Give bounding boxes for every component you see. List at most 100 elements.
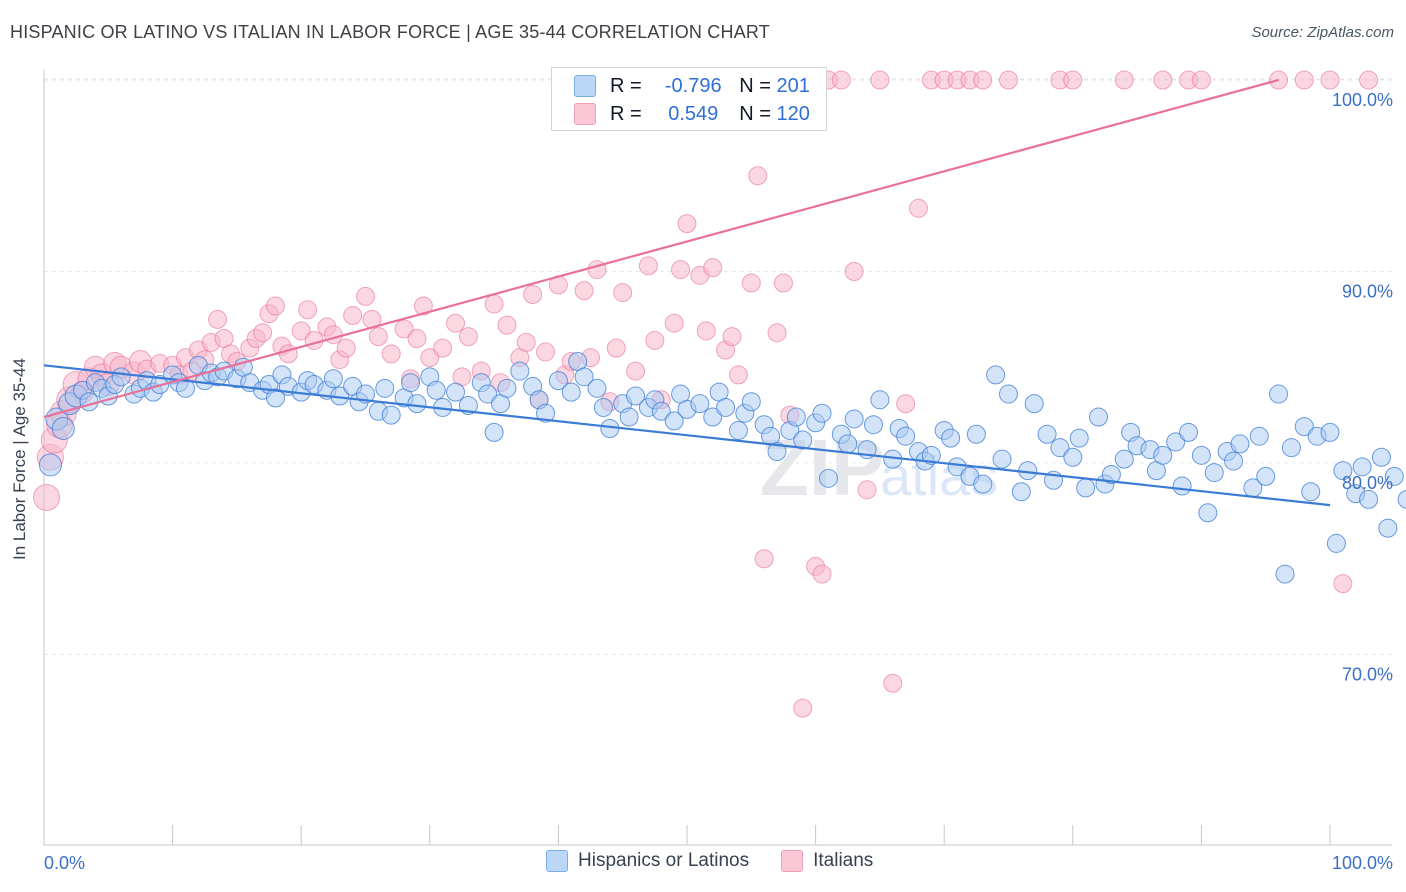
italians-trend-line — [43, 78, 1279, 419]
hispanics-point — [561, 382, 581, 402]
italians-point — [420, 348, 440, 368]
hispanics-point — [265, 388, 285, 408]
italians-point — [33, 483, 61, 511]
hispanics-point — [111, 367, 131, 387]
hispanics-points — [38, 352, 1406, 584]
y-axis-title: In Labor Force | Age 35-44 — [10, 358, 29, 560]
italians-point — [664, 313, 684, 333]
hispanics-point — [1384, 466, 1404, 486]
hispanics-point — [1050, 438, 1070, 458]
hispanics-point — [690, 394, 710, 414]
italians-point — [626, 361, 646, 381]
hispanics-point — [863, 415, 883, 435]
italians-point — [703, 258, 723, 278]
italians-point — [574, 281, 594, 301]
italians-point — [298, 300, 318, 320]
n-value-blue: 201 — [776, 74, 810, 97]
hispanics-point — [79, 392, 99, 412]
italians-point — [394, 319, 414, 339]
hispanics-point — [812, 403, 832, 423]
hispanics-point — [1069, 428, 1089, 448]
italians-point — [1114, 70, 1134, 90]
source-note: Source: ZipAtlas.com — [1251, 24, 1394, 41]
italians-point — [516, 332, 536, 352]
italians-point — [870, 70, 890, 90]
hispanics-point — [1301, 482, 1321, 502]
hispanics-point — [401, 373, 421, 393]
hispanics-point — [484, 422, 504, 442]
hispanics-point — [626, 386, 646, 406]
n-label: N = — [739, 102, 771, 125]
italians-point — [446, 313, 466, 333]
italians-point — [458, 327, 478, 347]
hispanics-point — [478, 384, 498, 404]
hispanics-point — [1333, 461, 1353, 481]
italians-point — [741, 273, 761, 293]
pink-swatch — [574, 103, 596, 125]
axes — [43, 70, 1392, 846]
italians-point — [497, 315, 517, 335]
trend-lines — [43, 78, 1331, 507]
hispanics-point — [947, 457, 967, 477]
r-label: R = — [610, 102, 642, 125]
stats-box: R = -0.796 N = 201 R = 0.549 N = 120 — [551, 67, 827, 131]
hispanics-point — [51, 417, 75, 441]
stats-row-blue: R = -0.796 N = 201 — [574, 72, 810, 100]
italians-point — [291, 321, 311, 341]
italians-point — [381, 344, 401, 364]
stats-row-pink: R = 0.549 N = 120 — [574, 100, 810, 128]
legend-swatch-pink — [781, 850, 804, 872]
hispanics-point — [999, 384, 1018, 404]
hispanics-trend-line — [43, 364, 1331, 507]
legend-item-hispanics[interactable]: Hispanics or Latinos — [546, 850, 749, 872]
hispanics-point — [703, 407, 723, 427]
italians-point — [613, 283, 633, 303]
hispanics-point — [1191, 445, 1211, 465]
hispanics-point — [1352, 457, 1372, 477]
italians-point — [896, 394, 916, 414]
italians-point — [536, 342, 556, 362]
hispanics-point — [1024, 394, 1044, 414]
italians-point — [208, 309, 228, 329]
hispanics-point — [793, 430, 813, 450]
hispanics-point — [375, 378, 395, 398]
italians-point — [748, 166, 768, 186]
italians-point — [484, 294, 504, 314]
legend-item-italians[interactable]: Italians — [781, 850, 873, 872]
hispanics-point — [1249, 426, 1269, 446]
italians-point — [857, 480, 877, 500]
hispanics-point — [728, 420, 748, 440]
y-tick-label: 100.0% — [1332, 90, 1393, 110]
italians-point — [356, 286, 375, 306]
hispanics-point — [619, 407, 639, 427]
hispanics-point — [1114, 449, 1134, 469]
hispanics-point — [941, 428, 961, 448]
italians-point — [999, 70, 1018, 90]
italians-point — [908, 198, 928, 218]
hispanics-point — [407, 394, 427, 414]
legend: Hispanics or Latinos Italians — [546, 850, 873, 872]
hispanics-point — [896, 426, 916, 446]
hispanics-point — [966, 424, 986, 444]
hispanics-point — [510, 361, 530, 381]
hispanics-point — [1101, 464, 1121, 484]
legend-swatch-blue — [546, 850, 568, 872]
italians-point — [304, 330, 324, 350]
hispanics-point — [767, 442, 787, 462]
hispanics-point — [870, 390, 890, 410]
italians-point — [336, 338, 356, 358]
hispanics-point — [1153, 445, 1173, 465]
hispanics-point — [716, 397, 736, 417]
hispanics-point — [587, 378, 607, 398]
hispanics-point — [446, 382, 466, 402]
italians-point — [671, 260, 691, 280]
blue-swatch — [574, 75, 596, 97]
hispanics-point — [323, 369, 343, 389]
y-tick-label: 70.0% — [1342, 665, 1393, 685]
hispanics-point — [1359, 489, 1379, 509]
italians-point — [265, 296, 285, 316]
hispanics-point — [497, 378, 517, 398]
hispanics-point — [1371, 447, 1391, 467]
hispanics-point — [986, 365, 1006, 385]
italians-point — [433, 338, 453, 358]
